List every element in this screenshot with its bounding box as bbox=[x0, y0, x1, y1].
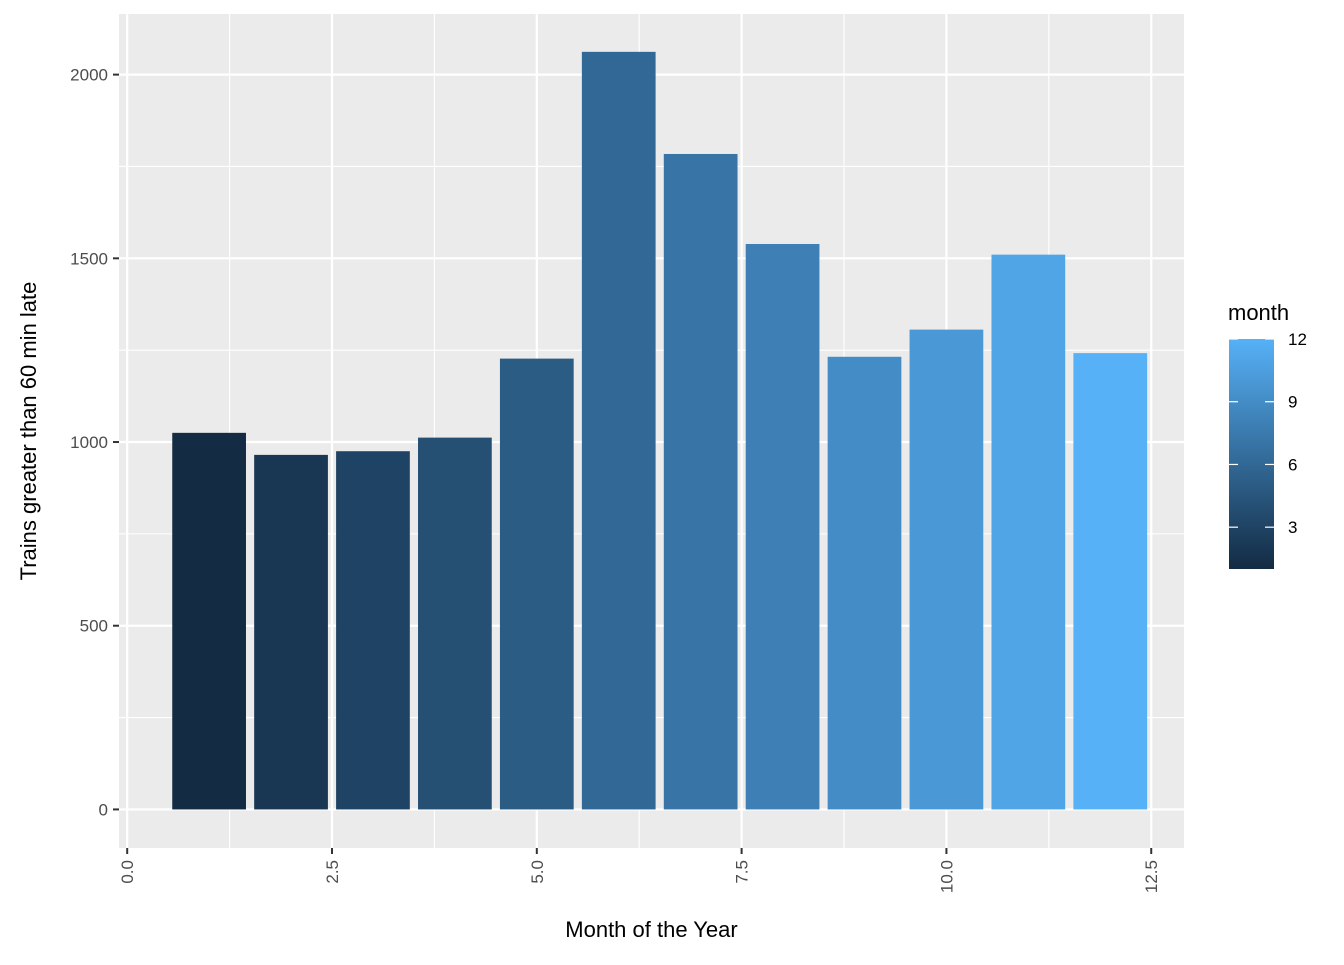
bar-month-5 bbox=[499, 358, 574, 810]
y-axis-title: Trains greater than 60 min late bbox=[16, 282, 41, 581]
bar-month-10 bbox=[909, 329, 984, 810]
y-axis: 0 500 1000 1500 2000 bbox=[70, 66, 119, 819]
bar-month-12 bbox=[1073, 353, 1148, 810]
y-tick-label: 1500 bbox=[70, 249, 108, 268]
bar-month-3 bbox=[336, 451, 410, 810]
legend-tick-label: 9 bbox=[1288, 393, 1297, 412]
x-tick-label: 12.5 bbox=[1142, 860, 1161, 893]
legend-tick-label: 3 bbox=[1288, 518, 1297, 537]
bar-month-9 bbox=[827, 356, 902, 810]
y-tick-label: 0 bbox=[99, 800, 108, 819]
x-tick-label: 0.0 bbox=[118, 860, 137, 884]
y-tick-label: 1000 bbox=[70, 433, 108, 452]
x-tick-label: 10.0 bbox=[937, 860, 956, 893]
bar-month-4 bbox=[418, 437, 492, 810]
y-tick-label: 500 bbox=[80, 617, 108, 636]
bar-month-11 bbox=[991, 254, 1066, 810]
legend-tick-label: 6 bbox=[1288, 455, 1297, 474]
legend-colorbar bbox=[1229, 339, 1274, 569]
bars bbox=[172, 51, 1148, 810]
x-tick-label: 7.5 bbox=[733, 860, 752, 884]
y-tick-label: 2000 bbox=[70, 66, 108, 85]
x-axis: 0.0 2.5 5.0 7.5 10.0 12.5 bbox=[118, 848, 1161, 893]
x-tick-label: 5.0 bbox=[528, 860, 547, 884]
x-tick-label: 2.5 bbox=[323, 860, 342, 884]
x-axis-title: Month of the Year bbox=[565, 917, 737, 942]
bar-month-8 bbox=[745, 243, 820, 810]
bar-month-6 bbox=[581, 51, 656, 810]
legend-tick-label: 12 bbox=[1288, 330, 1307, 349]
legend: month 3 6 9 12 bbox=[1228, 300, 1307, 569]
legend-ticks: 3 6 9 12 bbox=[1229, 330, 1307, 537]
bar-month-7 bbox=[663, 153, 738, 810]
bar-month-1 bbox=[172, 432, 246, 810]
bar-month-2 bbox=[254, 454, 328, 810]
legend-title: month bbox=[1228, 300, 1289, 325]
